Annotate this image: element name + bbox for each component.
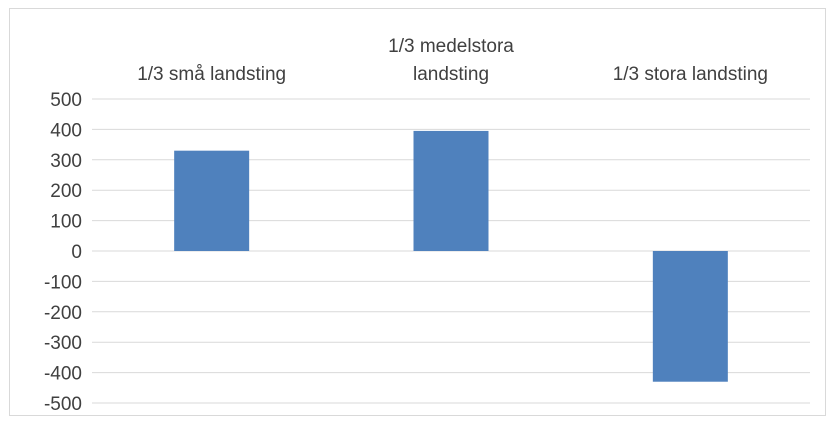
y-tick-label: -400	[44, 364, 82, 385]
y-tick-label: 200	[50, 181, 82, 202]
y-tick-label: 100	[50, 212, 82, 233]
bar	[413, 130, 489, 251]
y-tick-label: -100	[44, 272, 82, 293]
category-label: 1/3 små landsting	[137, 64, 286, 85]
category-label: 1/3 medelstora landsting	[388, 36, 514, 85]
y-tick-label: 0	[71, 242, 82, 263]
category-labels: 1/3 små landsting 1/3 medelstora landsting…	[137, 36, 768, 85]
bar	[652, 251, 728, 382]
bars	[174, 130, 728, 382]
y-axis-tick-labels: 500 400 300 200 100 0 -100 -200 -300 -400 -500	[44, 90, 82, 415]
y-tick-label: -500	[44, 394, 82, 415]
bar	[174, 150, 250, 251]
y-tick-label: -200	[44, 303, 82, 324]
category-label: 1/3 stora landsting	[613, 64, 768, 85]
y-tick-label: 500	[50, 90, 82, 111]
y-tick-label: 300	[50, 151, 82, 172]
y-tick-label: -300	[44, 333, 82, 354]
y-tick-label: 400	[50, 120, 82, 141]
